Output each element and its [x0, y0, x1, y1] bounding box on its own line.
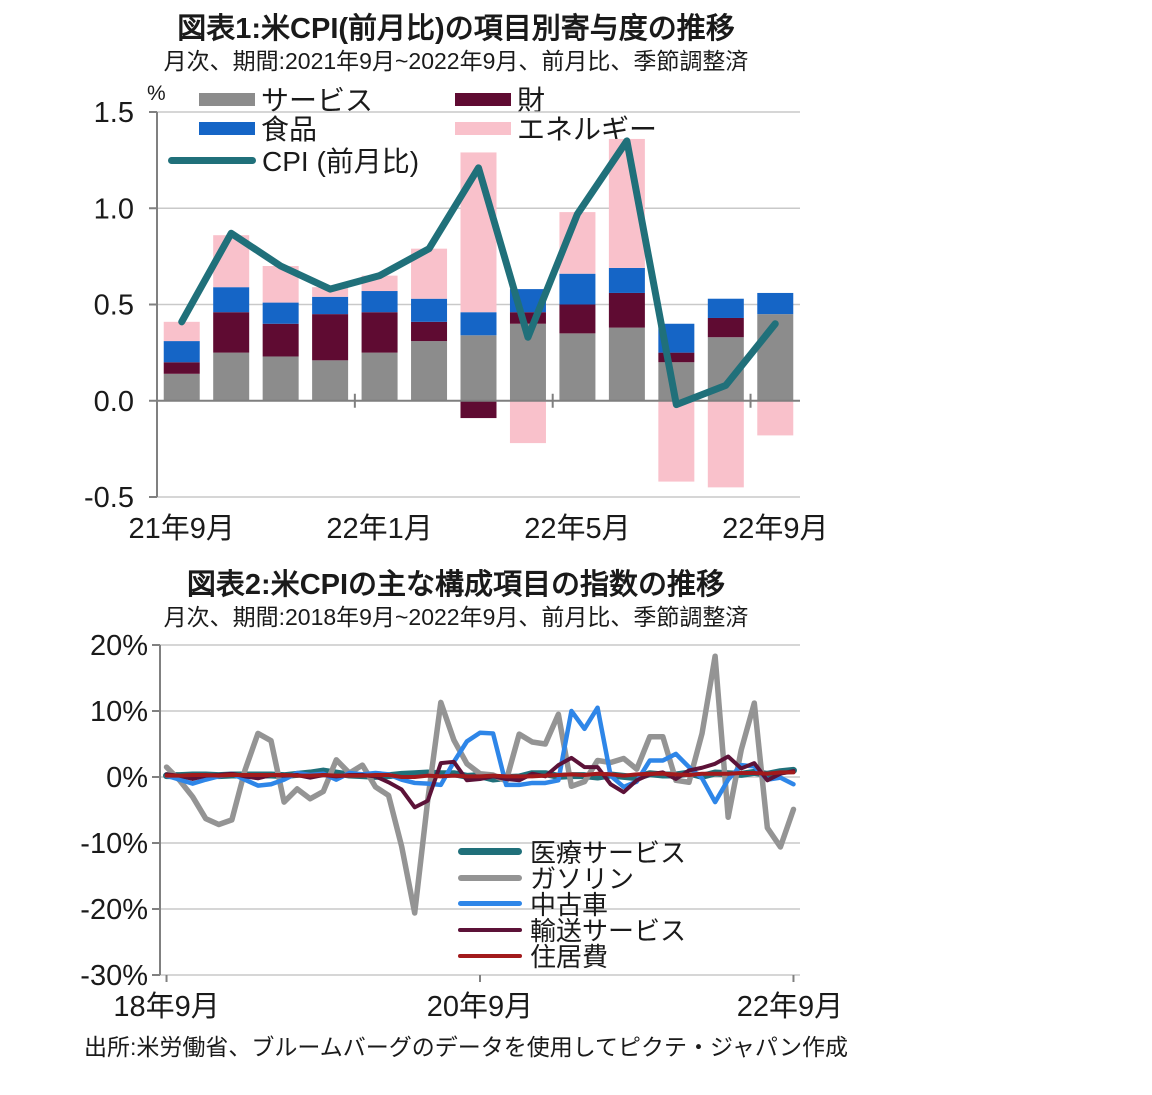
legend-item-used-cars: 中古車: [458, 885, 608, 922]
legend-item-gasoline: ガソリン: [458, 859, 634, 896]
gasoline-swatch: [458, 874, 522, 881]
energy-swatch: [455, 121, 511, 135]
bar-segment: [608, 292, 645, 328]
legend-item-goods: 財: [455, 79, 545, 119]
y-tick-label: 10%: [90, 696, 148, 728]
chart2-subtitle: 月次、期間:2018年9月~2022年9月、前月比、季節調整済: [163, 604, 749, 630]
shelter-swatch: [458, 953, 522, 958]
legend-label-used-cars: 中古車: [530, 890, 609, 920]
bar-segment: [163, 341, 200, 363]
bar-segment: [707, 400, 744, 488]
y-tick-label: -10%: [80, 828, 148, 860]
x-tick-label: 21年9月: [129, 512, 235, 545]
medical-services-swatch: [458, 848, 522, 855]
legend-item-medical-services: 医療サービス: [458, 833, 686, 870]
transport-services-swatch: [458, 927, 522, 932]
bar-segment: [460, 400, 497, 419]
bar-segment: [262, 356, 299, 401]
series-line: [164, 754, 796, 810]
chart1-subtitle: 月次、期間:2021年9月~2022年9月、前月比、季節調整済: [163, 48, 749, 74]
bar-segment: [411, 298, 448, 322]
series-line: [164, 705, 796, 805]
bar-segment: [707, 317, 744, 338]
y-tick-label: 0.0: [94, 386, 134, 418]
legend-item-transport-services: 輸送サービス: [458, 911, 686, 948]
y-tick-label: 1.0: [94, 193, 134, 225]
y-tick-label: 0.5: [94, 290, 134, 322]
goods-swatch: [455, 92, 511, 106]
legend-label-gasoline: ガソリン: [530, 864, 635, 894]
y-tick-label: 1.5: [94, 97, 134, 129]
bar-segment: [658, 352, 695, 363]
chart2-title: 図表2:米CPIの主な構成項目の指数の推移: [186, 569, 726, 601]
bar-segment: [411, 321, 448, 342]
y-tick-label: 0%: [106, 762, 148, 794]
bar-segment: [213, 312, 250, 353]
bar-segment: [213, 287, 250, 313]
legend-item-cpi: CPI (前月比): [168, 140, 419, 180]
bar-segment: [213, 352, 250, 401]
legend-label-services: サービス: [261, 85, 374, 116]
services-swatch: [199, 92, 255, 106]
bar-segment: [559, 333, 596, 401]
y-tick-label: -30%: [80, 960, 148, 992]
x-tick-label: 22年9月: [722, 512, 828, 545]
bar-segment: [509, 312, 546, 324]
food-swatch: [199, 121, 255, 135]
legend-label-goods: 財: [517, 85, 546, 116]
bar-segment: [312, 314, 349, 361]
x-tick-label: 20年9月: [427, 990, 533, 1023]
chart2-plot: 20% 10% 0% -10% -20% -30%18年9月 20年9月 22年9月: [80, 630, 843, 1023]
bar-segment: [757, 292, 794, 315]
legend-label-cpi: CPI (前月比): [262, 146, 420, 177]
bar-segment: [658, 400, 695, 482]
used-cars-swatch: [458, 901, 522, 906]
series-line: [163, 653, 797, 916]
bar-segment: [312, 360, 349, 401]
legend-label-food: 食品: [261, 114, 318, 145]
legend-label-transport-services: 輸送サービス: [530, 916, 687, 946]
bar-segment: [163, 373, 200, 401]
bar-segment: [559, 304, 596, 334]
bar-segment: [361, 291, 398, 313]
bar-segment: [361, 352, 398, 401]
bar-segment: [608, 267, 645, 293]
legend-item-services: サービス: [199, 79, 373, 119]
bar-segment: [312, 296, 349, 315]
bar-segment: [757, 400, 794, 436]
bar-segment: [460, 312, 497, 336]
bar-segment: [608, 327, 645, 401]
x-tick-label: 18年9月: [113, 990, 219, 1023]
source-note: 出所:米労働省、ブルームバーグのデータを使用してピクテ・ジャパン作成: [84, 1034, 849, 1060]
bar-segment: [559, 273, 596, 305]
bar-segment: [163, 362, 200, 374]
x-tick-label: 22年1月: [326, 512, 432, 545]
legend-item-food: 食品: [199, 108, 317, 148]
x-tick-label: 22年5月: [524, 512, 630, 545]
y-tick-label: -20%: [80, 894, 148, 926]
bar-segment: [262, 323, 299, 357]
bar-segment: [262, 302, 299, 324]
bar-segment: [707, 298, 744, 318]
bar-segment: [460, 335, 497, 401]
chart1-unit-label: %: [147, 82, 166, 105]
x-tick-label: 22年9月: [737, 990, 843, 1023]
cpi-line-swatch: [168, 156, 256, 164]
legend-label-medical-services: 医療サービス: [530, 838, 687, 868]
y-tick-label: 20%: [90, 630, 148, 662]
cpi-line: [178, 137, 779, 409]
legend-label-shelter: 住居費: [530, 942, 609, 972]
chart1-title: 図表1:米CPI(前月比)の項目別寄与度の推移: [177, 13, 735, 45]
bar-segment: [411, 341, 448, 401]
bar-segment: [509, 400, 546, 444]
bar-segment: [361, 312, 398, 353]
y-tick-label: -0.5: [84, 482, 134, 514]
series-line: [164, 770, 796, 779]
bar-segment: [163, 321, 200, 342]
legend-item-shelter: 住居費: [458, 937, 608, 974]
